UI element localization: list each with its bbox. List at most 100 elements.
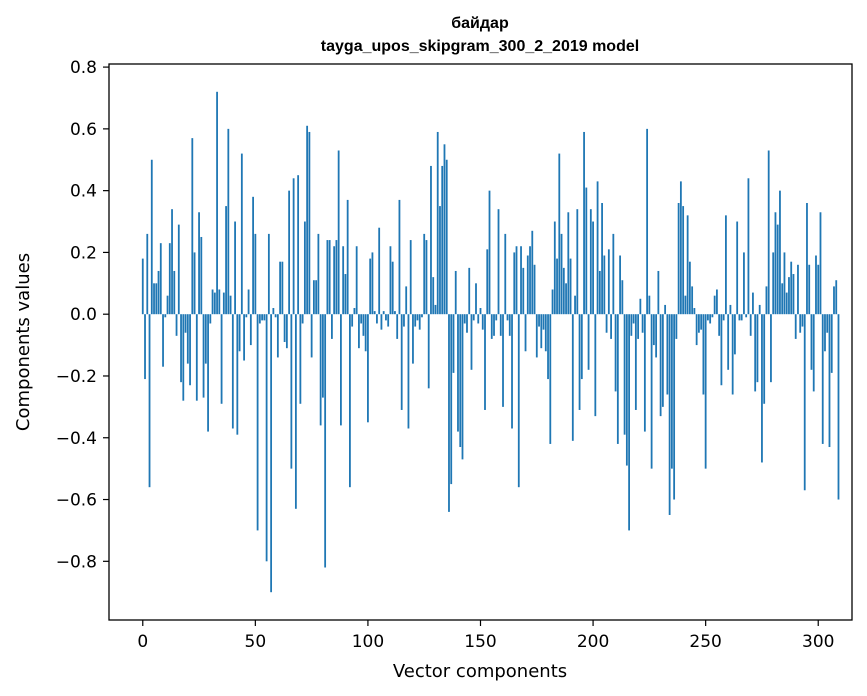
- bar: [220, 314, 223, 404]
- bar: [693, 308, 696, 315]
- bar: [734, 314, 736, 355]
- bar: [583, 131, 585, 315]
- bar: [351, 314, 354, 327]
- bar: [761, 314, 763, 463]
- bar: [243, 314, 245, 361]
- bar: [783, 252, 786, 315]
- bar: [565, 283, 567, 315]
- bar: [407, 314, 410, 429]
- bar: [511, 314, 513, 429]
- bar: [673, 314, 676, 500]
- bar: [193, 252, 196, 315]
- bar: [450, 314, 453, 485]
- bar: [198, 212, 200, 315]
- bar: [743, 252, 745, 315]
- bar: [247, 289, 250, 315]
- bar: [655, 314, 658, 358]
- bar: [443, 144, 446, 315]
- bar: [445, 159, 448, 315]
- bar: [434, 304, 437, 315]
- bar: [301, 314, 304, 324]
- bar: [222, 292, 225, 315]
- bar: [540, 314, 543, 349]
- bar: [652, 314, 655, 346]
- bar: [711, 314, 714, 318]
- bar: [797, 264, 799, 315]
- bar: [574, 295, 576, 315]
- bar: [812, 314, 815, 392]
- bar: [538, 314, 540, 327]
- bar: [162, 314, 164, 367]
- bar: [549, 314, 552, 444]
- bar: [524, 314, 527, 352]
- bar: [612, 233, 615, 315]
- bar: [299, 314, 302, 404]
- bar: [168, 243, 171, 315]
- bar: [463, 314, 466, 324]
- bar: [317, 233, 320, 315]
- bar: [166, 295, 169, 315]
- bar: [245, 314, 248, 318]
- bar: [668, 314, 671, 515]
- bar: [292, 178, 295, 315]
- bar: [276, 314, 279, 358]
- bar: [785, 292, 788, 315]
- bar: [522, 267, 525, 315]
- bar: [398, 199, 401, 315]
- bar: [144, 314, 146, 380]
- bar: [637, 314, 640, 339]
- bar: [466, 314, 468, 333]
- bar: [421, 314, 423, 318]
- bar: [425, 240, 428, 315]
- bar: [448, 314, 450, 512]
- y-axis-label: Components values: [13, 253, 34, 431]
- bar: [736, 221, 739, 315]
- bar: [641, 314, 644, 333]
- bar: [290, 314, 293, 469]
- bar: [358, 314, 360, 349]
- bar: [799, 314, 802, 333]
- bar: [578, 314, 581, 410]
- bar: [781, 283, 784, 315]
- bar: [544, 314, 547, 352]
- bar: [349, 314, 351, 488]
- bar: [634, 314, 637, 410]
- bar: [227, 128, 230, 315]
- bar: [643, 314, 646, 432]
- bar: [346, 199, 349, 315]
- bar: [342, 246, 345, 315]
- bar: [657, 270, 660, 315]
- y-tick-label: 0.0: [70, 305, 97, 325]
- bar: [745, 314, 748, 318]
- bar: [324, 314, 327, 568]
- plot-frame: [108, 63, 853, 621]
- bar: [371, 252, 374, 315]
- bar: [508, 314, 511, 336]
- bar: [702, 314, 705, 395]
- bar: [389, 246, 392, 315]
- bar: [238, 314, 241, 352]
- bar: [416, 314, 419, 321]
- bar: [592, 221, 594, 315]
- bar: [261, 314, 263, 321]
- bar: [256, 314, 259, 531]
- bar: [229, 295, 232, 315]
- bar: [234, 221, 236, 315]
- bar: [249, 314, 252, 346]
- bar: [553, 221, 556, 315]
- bar: [716, 289, 718, 315]
- x-axis-label: Vector components: [393, 661, 567, 682]
- bar: [677, 203, 680, 315]
- bar: [585, 187, 588, 315]
- bar: [556, 258, 558, 315]
- bar: [454, 270, 457, 315]
- bar: [765, 286, 768, 315]
- bar: [204, 314, 207, 364]
- x-tick-label: 50: [245, 632, 267, 652]
- bar: [252, 196, 254, 315]
- bar: [506, 314, 509, 321]
- bar: [526, 255, 529, 315]
- bar: [436, 131, 439, 315]
- bar: [200, 236, 203, 315]
- bar: [628, 314, 630, 531]
